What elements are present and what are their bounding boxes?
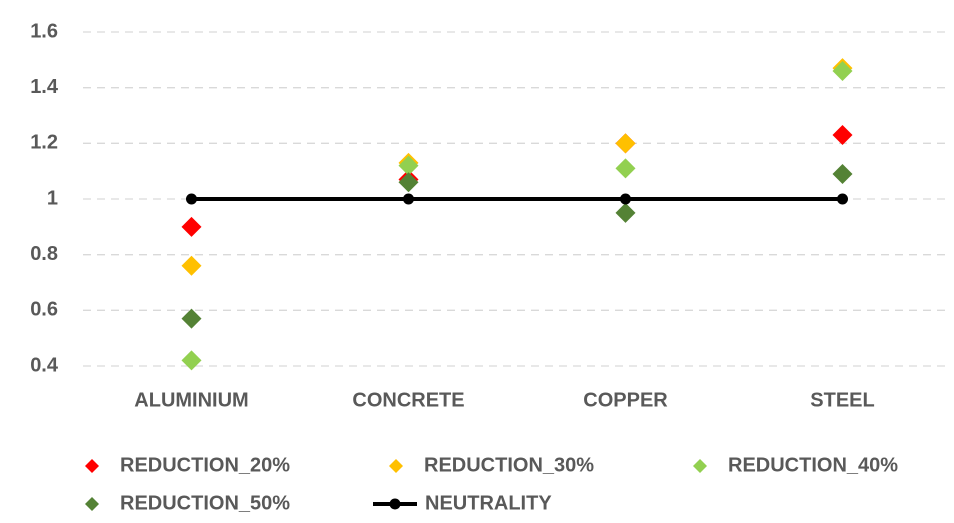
point — [615, 158, 636, 179]
point — [837, 193, 848, 205]
x-tick-label: COPPER — [583, 389, 668, 411]
point — [832, 124, 853, 145]
y-tick-label: 1 — [47, 187, 58, 209]
point — [832, 163, 853, 184]
point — [181, 255, 202, 276]
y-tick-label: 0.8 — [30, 243, 58, 265]
y-tick-label: 1.6 — [30, 20, 58, 42]
y-tick-label: 1.2 — [30, 132, 58, 154]
y-tick-label: 1.4 — [30, 76, 59, 98]
point — [832, 60, 853, 81]
legend-marker — [389, 459, 403, 473]
legend-marker — [85, 497, 99, 511]
y-tick-label: 0.4 — [30, 354, 59, 376]
point — [186, 193, 197, 205]
point — [615, 133, 636, 154]
legend-label: REDUCTION_50% — [120, 492, 290, 514]
point — [615, 202, 636, 223]
y-tick-label: 0.6 — [30, 299, 58, 321]
legend-marker — [693, 459, 707, 473]
legend-marker — [389, 498, 401, 510]
point — [620, 193, 631, 205]
x-tick-label: ALUMINIUM — [134, 389, 248, 411]
x-tick-label: STEEL — [810, 389, 874, 411]
point — [181, 308, 202, 329]
x-tick-label: CONCRETE — [352, 389, 464, 411]
point — [181, 216, 202, 237]
legend-marker — [85, 459, 99, 473]
point — [398, 172, 419, 193]
legend-label: REDUCTION_40% — [728, 454, 898, 476]
legend-label: REDUCTION_30% — [424, 454, 594, 476]
point — [181, 350, 202, 371]
point — [398, 155, 419, 176]
legend-label: REDUCTION_20% — [120, 454, 290, 476]
legend-label: NEUTRALITY — [425, 492, 552, 514]
point — [403, 193, 414, 205]
